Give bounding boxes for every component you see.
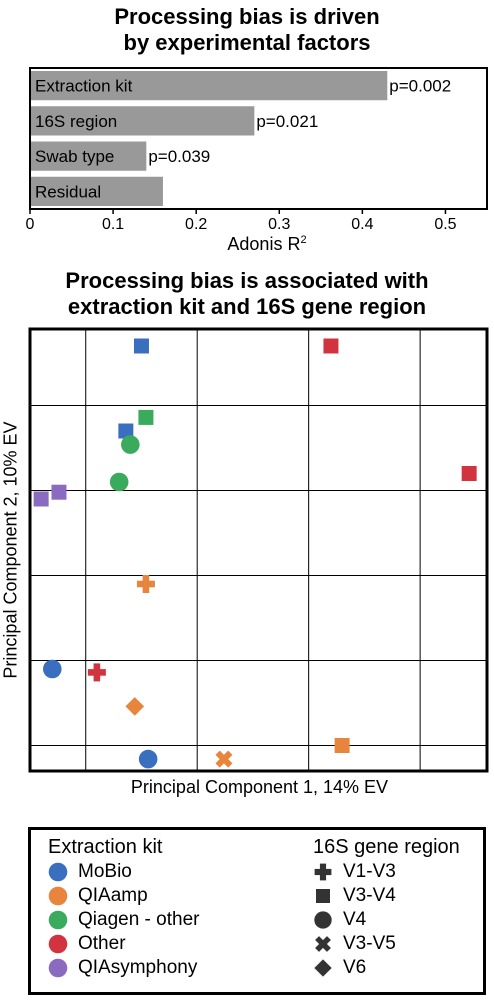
legend-region-label: V1-V3 bbox=[343, 861, 396, 882]
bar-x-tick-label: 0.2 bbox=[185, 216, 207, 233]
legend-region-marker bbox=[315, 936, 331, 952]
scatter-point-qiaamp-v3-v4 bbox=[334, 738, 350, 753]
legend-kit-marker bbox=[48, 862, 68, 882]
scatter-point-other-v1-v3 bbox=[87, 663, 106, 682]
legend-kit-item: QIAsymphony bbox=[48, 956, 197, 980]
legend-kit-swatch bbox=[48, 934, 68, 954]
scatter-point-qiagen-other-v4 bbox=[121, 435, 140, 454]
legend-region-label: V4 bbox=[343, 909, 367, 930]
legend-region-marker bbox=[314, 959, 332, 977]
scatter-point-other-v3-v4 bbox=[323, 338, 339, 354]
legend-kit-item: MoBio bbox=[48, 860, 162, 884]
legend-kit-swatch bbox=[48, 886, 68, 906]
legend-kit-swatch bbox=[48, 958, 68, 978]
bar-chart-title-line-1: Processing bias is driven bbox=[114, 4, 380, 29]
scatter-point-qiasymphony-v3-v4 bbox=[51, 484, 67, 500]
bar-chart: Extraction kit p=0.002 16S region p=0.021 Sw… bbox=[26, 67, 488, 233]
legend-region-swatch bbox=[314, 863, 332, 881]
legend-region-item: V1-V3 bbox=[313, 860, 460, 884]
legend-kit-label: Other bbox=[78, 933, 126, 954]
scatter-chart bbox=[28, 327, 489, 773]
legend-region-item: V3-V4 bbox=[313, 884, 460, 908]
chart-canvas: Extraction kit p=0.002 16S region p=0.021 Sw… bbox=[26, 67, 489, 773]
bar-extraction-kit bbox=[30, 71, 388, 101]
bar-x-axis-title: Adonis R2 bbox=[0, 234, 494, 255]
scatter-point-mobio-v4 bbox=[138, 749, 158, 769]
scatter-point-other-v3-v4 bbox=[461, 466, 477, 481]
bar-category-label: Residual bbox=[35, 182, 101, 201]
scatter-point-qiasymphony-v3-v4 bbox=[33, 491, 49, 507]
scatter-chart-title-line-1: Processing bias is associated with bbox=[65, 268, 429, 293]
legend-region-label: V3-V4 bbox=[343, 885, 396, 906]
bar-p-value-label: p=0.039 bbox=[148, 147, 210, 166]
legend-region-rows: V1-V3 V3-V4 V4 V3-V5 V6 bbox=[313, 860, 460, 980]
scatter-x-axis-title-text: Principal Component 1, 14% EV bbox=[130, 777, 389, 797]
scatter-y-axis-title: Principal Component 2, 10% EV bbox=[1, 421, 22, 678]
scatter-point-qiagen-other-v4 bbox=[109, 472, 129, 492]
scatter-point-mobio-v3-v4 bbox=[133, 338, 149, 354]
legend-region-marker bbox=[316, 889, 330, 903]
legend-region-item: V4 bbox=[313, 908, 460, 932]
bar-chart-title: Processing bias is driven by experimenta… bbox=[0, 4, 494, 56]
legend-kit-item: Qiagen - other bbox=[48, 908, 199, 932]
legend-region-title: 16S gene region bbox=[313, 836, 460, 858]
legend-region-swatch bbox=[315, 936, 331, 952]
legend-region-item: V6 bbox=[313, 956, 460, 980]
legend-region-marker bbox=[314, 863, 332, 881]
scatter-legend: Extraction kit MoBio QIAamp Qiagen - other… bbox=[28, 827, 486, 995]
bar-category-label: Swab type bbox=[35, 147, 114, 166]
scatter-point-qiaamp-v3-v5 bbox=[215, 750, 233, 768]
bar-residual bbox=[30, 176, 163, 206]
scatter-point-qiagen-other-v3-v4 bbox=[138, 409, 154, 425]
legend-region-column: 16S gene region V1-V3 V3-V4 V4 V3-V5 V6 bbox=[313, 834, 460, 980]
bar-swab-type bbox=[30, 141, 147, 171]
legend-region-swatch bbox=[316, 889, 330, 903]
legend-kit-swatch bbox=[48, 910, 68, 930]
scatter-chart-title: Processing bias is associated with extra… bbox=[0, 268, 494, 320]
bar-x-tick-label: 0.4 bbox=[351, 216, 373, 233]
scatter-x-axis-title: Principal Component 1, 14% EV bbox=[0, 777, 494, 798]
scatter-point-mobio-v4 bbox=[42, 659, 62, 679]
bar-x-tick-label: 0.3 bbox=[268, 216, 290, 233]
legend-kit-label: MoBio bbox=[78, 861, 132, 882]
bar-x-tick-label: 0.1 bbox=[102, 216, 124, 233]
bar-category-label: Extraction kit bbox=[35, 77, 133, 96]
legend-kit-column: Extraction kit MoBio QIAamp Qiagen - other… bbox=[48, 834, 199, 980]
bar-16s-region bbox=[30, 106, 255, 136]
bar-plot-frame bbox=[29, 67, 488, 210]
legend-kit-title: Extraction kit bbox=[48, 836, 163, 858]
legend-region-label: V3-V5 bbox=[343, 933, 396, 954]
legend-kit-marker bbox=[48, 958, 68, 978]
bar-x-axis-title-sup: 2 bbox=[300, 234, 307, 246]
legend-kit-marker bbox=[48, 934, 68, 954]
legend-kit-label: QIAamp bbox=[78, 885, 148, 906]
scatter-chart-title-line-2: extraction kit and 16S gene region bbox=[67, 294, 427, 319]
bar-x-axis-title-text: Adonis R bbox=[227, 234, 301, 254]
legend-region-marker bbox=[314, 911, 332, 929]
scatter-plot-frame bbox=[28, 327, 489, 773]
legend-region-swatch bbox=[314, 911, 332, 929]
legend-kit-item: QIAamp bbox=[48, 884, 162, 908]
legend-kit-label: QIAsymphony bbox=[78, 957, 198, 978]
legend-region-item: V3-V5 bbox=[313, 932, 460, 956]
legend-region-label: V6 bbox=[343, 957, 367, 978]
bar-x-tick-label: 0.5 bbox=[434, 216, 456, 233]
legend-kit-marker bbox=[48, 910, 68, 930]
scatter-point-qiaamp-v6 bbox=[125, 697, 145, 716]
legend-kit-rows: MoBio QIAamp Qiagen - other Other QIAsymphon… bbox=[48, 860, 199, 980]
scatter-point-qiaamp-v1-v3 bbox=[136, 575, 155, 593]
legend-region-swatch bbox=[314, 959, 332, 977]
bar-p-value-label: p=0.021 bbox=[256, 112, 318, 131]
scatter-point-mobio-v3-v4 bbox=[118, 423, 134, 439]
bar-chart-title-line-2: by experimental factors bbox=[123, 30, 371, 55]
legend-kit-item: Other bbox=[48, 932, 162, 956]
legend-kit-label: Qiagen - other bbox=[78, 909, 200, 930]
legend-kit-marker bbox=[48, 886, 68, 906]
bar-category-label: 16S region bbox=[35, 112, 117, 131]
bar-x-tick-label: 0 bbox=[26, 216, 35, 233]
legend-kit-swatch bbox=[48, 862, 68, 882]
scatter-y-axis-title-text: Principal Component 2, 10% EV bbox=[0, 421, 21, 679]
bar-p-value-label: p=0.002 bbox=[389, 77, 451, 96]
